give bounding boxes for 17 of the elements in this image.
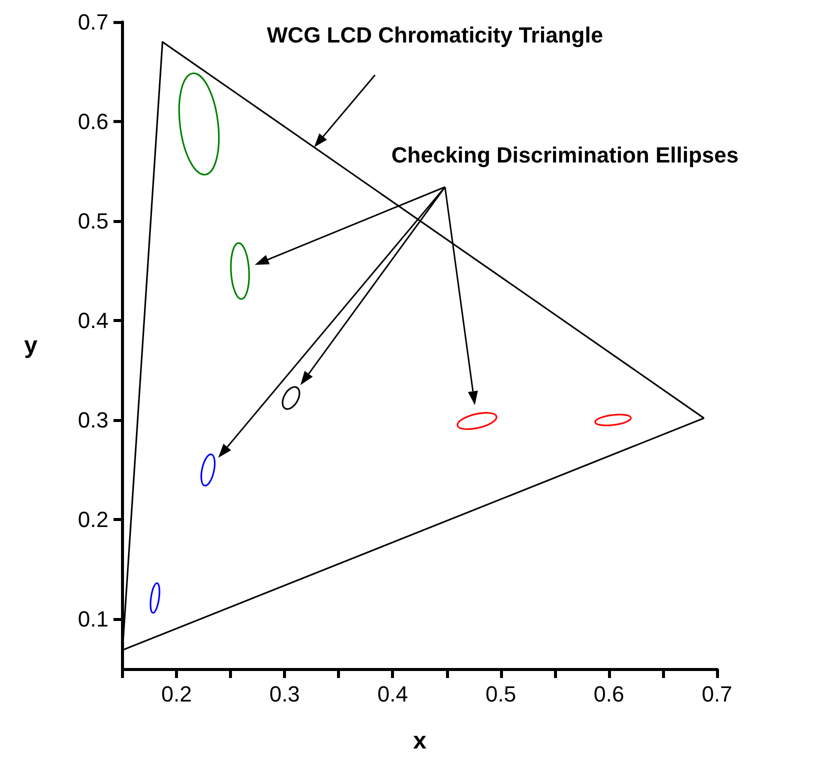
x-tick-label: 0.2 [161,682,192,706]
x-tick-label: 0.7 [702,682,732,706]
y-tick-label: 0.1 [78,606,108,632]
y-axis-title: y [24,332,38,359]
y-tick-label: 0.4 [78,308,108,334]
x-tick-label: 0.3 [269,682,300,706]
y-tick-label: 0.7 [78,10,108,34]
x-axis-title: x [413,728,428,754]
x-tick-label: 0.4 [377,682,408,706]
y-tick-label: 0.6 [78,109,108,134]
y-tick-label: 0.2 [78,507,108,532]
x-tick-label: 0.5 [486,682,516,706]
y-tick-label: 0.5 [78,208,108,234]
x-tick-label: 0.6 [594,682,624,706]
annotation: WCG LCD Chromaticity Triangle [266,22,604,48]
y-tick-label: 0.3 [78,408,108,433]
annotation: Checking Discrimination Ellipses [391,142,739,168]
